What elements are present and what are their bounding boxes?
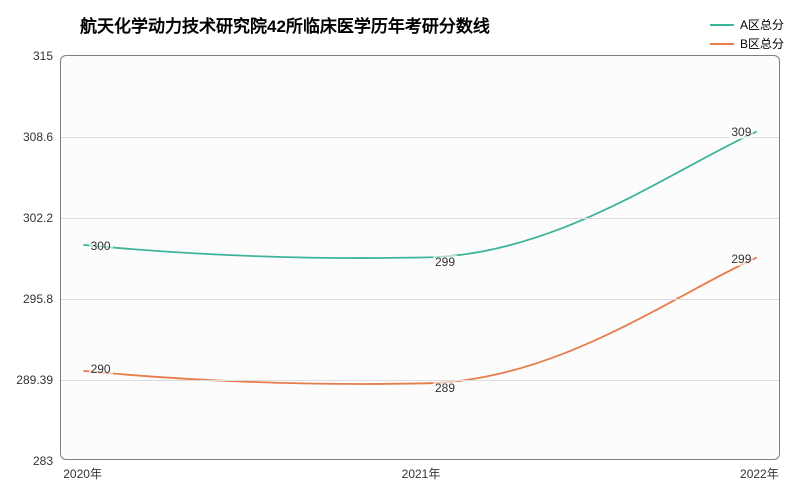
data-label: 299 bbox=[433, 255, 457, 269]
x-tick-label: 2021年 bbox=[402, 465, 441, 482]
x-tick-label: 2020年 bbox=[63, 465, 102, 482]
chart-container: 航天化学动力技术研究院42所临床医学历年考研分数线 A区总分 B区总分 2832… bbox=[0, 0, 800, 500]
plot-area: 283289.39295.8302.2308.63152020年2021年202… bbox=[60, 55, 780, 460]
legend: A区总分 B区总分 bbox=[710, 16, 784, 54]
series-line bbox=[83, 258, 756, 384]
legend-swatch-a bbox=[710, 24, 734, 26]
y-tick-label: 295.8 bbox=[23, 292, 53, 306]
gridline bbox=[61, 380, 779, 381]
y-tick-label: 302.2 bbox=[23, 211, 53, 225]
data-label: 299 bbox=[729, 252, 753, 266]
data-label: 300 bbox=[89, 239, 113, 253]
legend-swatch-b bbox=[710, 43, 734, 45]
y-tick-label: 289.39 bbox=[16, 373, 53, 387]
chart-lines bbox=[61, 56, 779, 459]
chart-title: 航天化学动力技术研究院42所临床医学历年考研分数线 bbox=[80, 12, 490, 37]
legend-label-b: B区总分 bbox=[740, 35, 784, 52]
series-line bbox=[83, 132, 756, 258]
data-label: 309 bbox=[729, 125, 753, 139]
data-label: 289 bbox=[433, 381, 457, 395]
data-label: 290 bbox=[89, 362, 113, 376]
y-tick-label: 315 bbox=[33, 49, 53, 63]
legend-label-a: A区总分 bbox=[740, 16, 784, 33]
gridline bbox=[61, 299, 779, 300]
y-tick-label: 283 bbox=[33, 454, 53, 468]
gridline bbox=[61, 218, 779, 219]
y-tick-label: 308.6 bbox=[23, 130, 53, 144]
gridline bbox=[61, 137, 779, 138]
x-tick-label: 2022年 bbox=[740, 465, 779, 482]
legend-item-b: B区总分 bbox=[710, 35, 784, 52]
legend-item-a: A区总分 bbox=[710, 16, 784, 33]
